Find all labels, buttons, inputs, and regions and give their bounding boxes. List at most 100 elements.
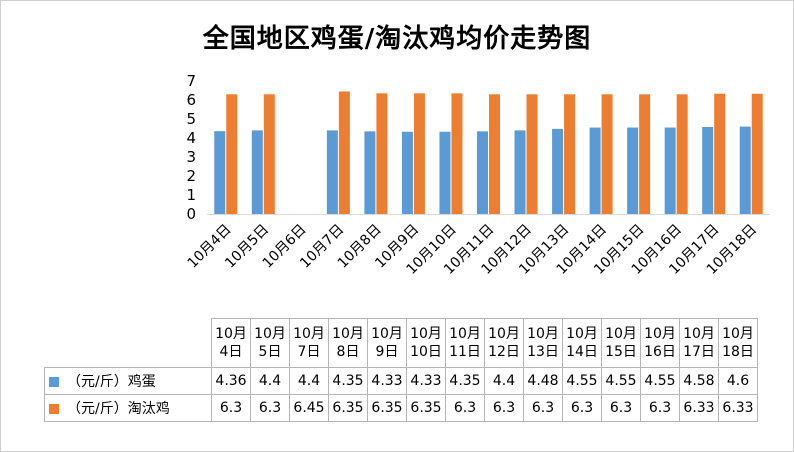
- bar-egg: [477, 131, 488, 214]
- header-line: 10月: [527, 326, 559, 342]
- bar-egg: [552, 128, 564, 214]
- bar-egg: [326, 130, 338, 214]
- bar-hen: [751, 93, 763, 214]
- table-value-cell: 6.35: [406, 394, 446, 422]
- bar-hen: [451, 93, 463, 214]
- table-header-cell: 10月 4日: [211, 318, 251, 368]
- table-header-cell: 10月 12日: [484, 318, 524, 368]
- table-header-cell: 10月 14日: [562, 318, 602, 368]
- table-value-cell: 4.33: [367, 367, 407, 395]
- table-header-cell: 10月 5日: [250, 318, 290, 368]
- table-header-cell: 10月 10日: [406, 318, 446, 368]
- table-value-cell: 4.55: [601, 367, 641, 395]
- bar-egg: [439, 131, 451, 214]
- table-value-cell: 4.48: [523, 367, 563, 395]
- header-line: 10月: [293, 326, 325, 342]
- y-tick-label: 4: [186, 129, 196, 147]
- table-header-cell: 10月 16日: [640, 318, 680, 368]
- table-value-cell: 6.3: [250, 394, 290, 422]
- bar-egg: [739, 126, 751, 214]
- header-line: 4日: [219, 344, 243, 360]
- bar-hen: [601, 94, 613, 214]
- table-value-cell: 4.35: [445, 367, 485, 395]
- table-value-cell: 6.3: [484, 394, 524, 422]
- bar-hen: [226, 94, 238, 214]
- bar-egg: [664, 127, 676, 214]
- header-line: 9日: [375, 344, 399, 360]
- bar-hen: [526, 94, 538, 214]
- header-line: 5日: [258, 344, 282, 360]
- table-row: （元/斤）淘汰鸡 6.3 6.3 6.45 6.35 6.35 6.35 6.3 6.3 6.3 6…: [44, 394, 758, 422]
- legend-swatch: [49, 377, 59, 387]
- table-header-cell: 10月 18日: [718, 318, 758, 368]
- bar-hen: [564, 94, 576, 214]
- table-header-cell: 10月 9日: [367, 318, 407, 368]
- header-line: 10月: [566, 326, 598, 342]
- bar-egg: [401, 131, 413, 214]
- table-value-cell: 4.55: [562, 367, 602, 395]
- y-tick-label: 3: [186, 148, 196, 166]
- y-tick-label: 5: [186, 110, 196, 128]
- series-label: （元/斤）鸡蛋: [67, 374, 156, 390]
- table-value-cell: 6.45: [289, 394, 329, 422]
- data-table: 10月 4日 10月 5日 10月 7日 10月 8日 10月 9日 10月 10日 10月 11日 10月…: [44, 318, 758, 422]
- header-line: 15日: [605, 344, 637, 360]
- header-line: 17日: [683, 344, 715, 360]
- header-line: 10月: [215, 326, 247, 342]
- legend-swatch: [49, 404, 59, 414]
- bar-hen: [676, 94, 688, 214]
- bar-hen: [639, 94, 651, 214]
- table-value-cell: 6.33: [718, 394, 758, 422]
- table-row: （元/斤）鸡蛋 4.36 4.4 4.4 4.35 4.33 4.33 4.35 4.4 4.48…: [44, 367, 758, 395]
- header-line: 10月: [722, 326, 754, 342]
- series-label: （元/斤）淘汰鸡: [67, 401, 170, 417]
- table-value-cell: 6.3: [640, 394, 680, 422]
- table-value-cell: 6.3: [601, 394, 641, 422]
- table-value-cell: 6.3: [445, 394, 485, 422]
- table-header-cell: 10月 7日: [289, 318, 329, 368]
- table-value-cell: 4.6: [718, 367, 758, 395]
- header-line: 11日: [449, 344, 481, 360]
- header-line: 10月: [332, 326, 364, 342]
- table-value-cell: 4.4: [250, 367, 290, 395]
- y-tick-label: 0: [186, 205, 196, 223]
- table-value-cell: 6.35: [367, 394, 407, 422]
- header-line: 10月: [449, 326, 481, 342]
- y-tick-label: 2: [186, 167, 196, 185]
- bar-hen: [263, 94, 275, 214]
- table-header-row: 10月 4日 10月 5日 10月 7日 10月 8日 10月 9日 10月 10日 10月 11日 10月…: [44, 318, 758, 368]
- header-line: 10月: [410, 326, 442, 342]
- bar-hen: [338, 91, 350, 214]
- table-value-cell: 4.36: [211, 367, 251, 395]
- table-value-cell: 4.33: [406, 367, 446, 395]
- chart-title: 全国地区鸡蛋/淘汰鸡均价走势图: [202, 24, 592, 54]
- header-line: 10月: [683, 326, 715, 342]
- header-line: 8日: [336, 344, 360, 360]
- header-line: 13日: [527, 344, 559, 360]
- bar-egg: [627, 127, 639, 214]
- y-tick-label: 6: [186, 91, 196, 109]
- series-label-cell: （元/斤）淘汰鸡: [44, 394, 212, 422]
- y-tick-label: 7: [186, 72, 196, 90]
- header-line: 12日: [488, 344, 520, 360]
- header-line: 16日: [644, 344, 676, 360]
- table-corner: [44, 318, 212, 368]
- header-line: 10月: [488, 326, 520, 342]
- bar-hen: [714, 93, 726, 214]
- header-line: 7日: [297, 344, 321, 360]
- header-line: 10日: [410, 344, 442, 360]
- table-value-cell: 4.35: [328, 367, 368, 395]
- bar-hen: [376, 93, 388, 214]
- bar-egg: [251, 130, 263, 214]
- table-value-cell: 6.3: [211, 394, 251, 422]
- table-header-cell: 10月 11日: [445, 318, 485, 368]
- table-value-cell: 4.58: [679, 367, 719, 395]
- table-value-cell: 4.4: [484, 367, 524, 395]
- table-value-cell: 6.3: [562, 394, 602, 422]
- bar-hen: [489, 94, 500, 214]
- series-label-cell: （元/斤）鸡蛋: [44, 367, 212, 395]
- y-tick-label: 1: [186, 186, 196, 204]
- bar-egg: [214, 131, 226, 214]
- bar-egg: [514, 130, 526, 214]
